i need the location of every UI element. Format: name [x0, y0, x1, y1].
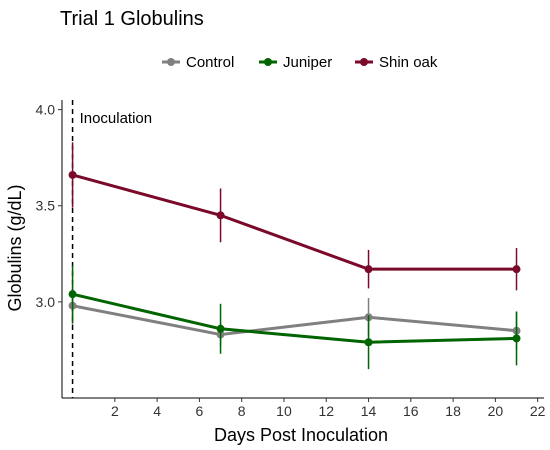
- legend-label: Control: [186, 54, 234, 71]
- y-tick-label: 3.0: [36, 294, 56, 310]
- x-tick-label: 10: [276, 403, 292, 419]
- inoculation-label: Inoculation: [80, 110, 153, 127]
- x-tick-label: 22: [530, 403, 546, 419]
- x-tick-label: 8: [238, 403, 246, 419]
- data-point: [68, 170, 77, 179]
- legend-item: Control: [162, 54, 234, 71]
- series-line: [72, 173, 517, 271]
- x-axis-title: Days Post Inoculation: [214, 425, 388, 445]
- x-tick-label: 6: [196, 403, 204, 419]
- series-juniper: [68, 265, 521, 370]
- x-tick-label: 14: [361, 403, 377, 419]
- legend-item: Shin oak: [355, 54, 438, 71]
- x-tick-label: 18: [445, 403, 461, 419]
- data-point: [68, 290, 77, 299]
- x-tick-label: 16: [403, 403, 419, 419]
- data-point: [216, 211, 225, 220]
- series-layer: [68, 142, 521, 370]
- x-tick-label: 2: [111, 403, 119, 419]
- data-point: [512, 265, 521, 274]
- x-tick-label: 20: [488, 403, 504, 419]
- chart-title: Trial 1 Globulins: [60, 8, 204, 30]
- series-line: [72, 292, 517, 344]
- legend-label: Juniper: [283, 54, 332, 71]
- y-tick-label: 3.5: [36, 198, 56, 214]
- x-tick-label: 12: [318, 403, 334, 419]
- legend-item: Juniper: [259, 54, 332, 71]
- annotation-layer: Inoculation: [71, 100, 153, 398]
- legend-marker: [264, 58, 272, 66]
- axes: 2 4 6 8 10 12 14 16 18 20 22 3.0 3.5 4.0: [36, 100, 546, 419]
- legend-label: Shin oak: [379, 54, 438, 71]
- legend-marker: [360, 58, 368, 66]
- legend-marker: [167, 58, 175, 66]
- y-tick-label: 4.0: [36, 102, 56, 118]
- data-point: [216, 324, 225, 333]
- data-point: [364, 265, 373, 274]
- y-axis-title: Globulins (g/dL): [5, 184, 25, 311]
- series-shin-oak: [68, 142, 521, 291]
- series-line: [72, 304, 517, 337]
- legend: Control Juniper Shin oak: [162, 54, 438, 71]
- data-point: [364, 338, 373, 347]
- x-tick-label: 4: [153, 403, 161, 419]
- data-point: [512, 334, 521, 343]
